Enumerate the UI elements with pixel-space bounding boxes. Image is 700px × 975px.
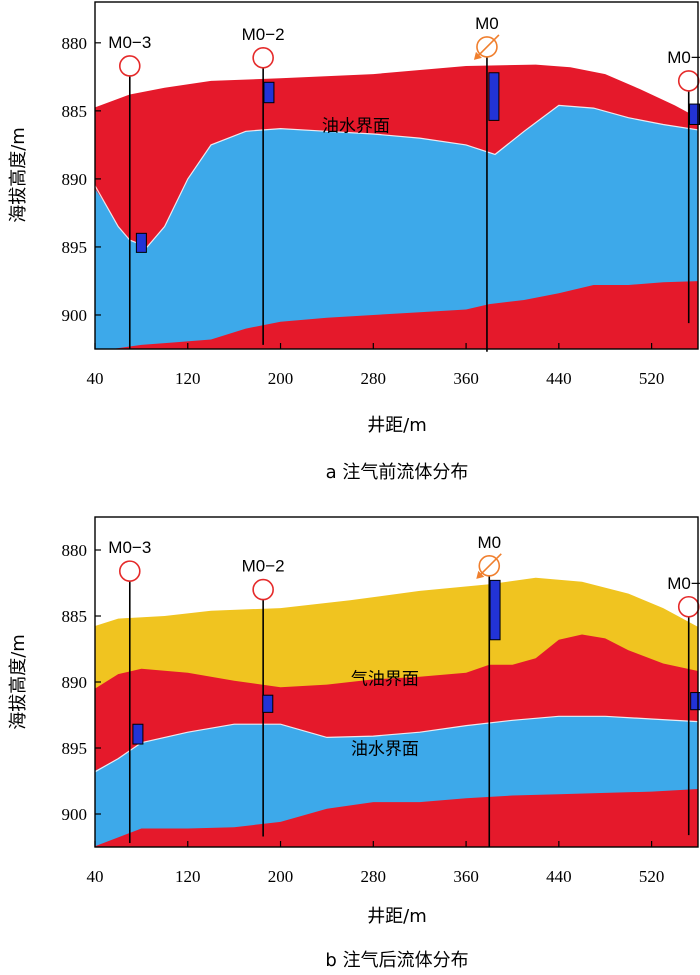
x-tick-label: 200 xyxy=(268,867,294,886)
well-M0-1-b: M0−1 xyxy=(667,574,700,836)
y-ticks-b: 880 885 890 895 900 xyxy=(62,541,101,824)
y-tick-label: 885 xyxy=(62,102,88,121)
x-tick-label: 440 xyxy=(546,369,572,388)
y-axis-title-a: 海拔高度/m xyxy=(8,127,29,223)
x-tick-label: 360 xyxy=(453,369,479,388)
well-M0-3-a: M0−3 xyxy=(108,33,151,349)
water-zone-a xyxy=(95,105,698,349)
x-tick-label: 520 xyxy=(639,867,665,886)
x-tick-label: 200 xyxy=(268,369,294,388)
x-tick-label: 40 xyxy=(87,867,104,886)
well-M0-a: M0 xyxy=(473,14,500,352)
well-M0-2-b: M0−2 xyxy=(242,557,285,837)
wells-b: M0−3 M0−2 M0 M0−1 xyxy=(108,533,700,847)
well-label: M0−2 xyxy=(242,25,285,44)
x-tick-label: 280 xyxy=(361,867,387,886)
well-label: M0 xyxy=(475,14,499,33)
x-tick-label: 120 xyxy=(175,369,201,388)
well-label: M0−1 xyxy=(667,48,700,67)
well-label: M0−2 xyxy=(242,557,285,576)
caption-a: a 注气前流体分布 xyxy=(326,462,469,483)
plot-frame-a xyxy=(94,1,699,350)
panel-a: M0−3 M0−2 M0 M0−1 油水界面 880 885 890 895 900 40 12… xyxy=(8,1,700,483)
interface-label-b-1: 油水界面 xyxy=(351,740,419,760)
perforation-interval xyxy=(135,232,147,253)
well-label: M0−3 xyxy=(108,33,151,52)
x-tick-label: 440 xyxy=(546,867,572,886)
x-ticks-b: 40 120 200 280 360 440 520 xyxy=(87,841,665,886)
y-tick-label: 895 xyxy=(62,238,88,257)
perforation-interval xyxy=(263,81,275,104)
well-label: M0−1 xyxy=(667,574,700,593)
producer-well-icon xyxy=(118,55,141,77)
arrow-head-icon xyxy=(473,51,482,60)
perforation-interval xyxy=(690,692,700,711)
interface-label-b-0: 气油界面 xyxy=(351,670,419,690)
oil-water-contact-line-a xyxy=(95,104,698,248)
y-tick-label: 890 xyxy=(62,673,88,692)
fluid-layers-a xyxy=(95,64,698,349)
well-M0-b: M0 xyxy=(476,533,502,847)
well-M0-2-a: M0−2 xyxy=(242,25,285,345)
x-tick-label: 120 xyxy=(175,867,201,886)
producer-well-icon xyxy=(252,46,274,69)
well-label: M0−3 xyxy=(108,538,151,557)
x-ticks-a: 40 120 200 280 360 440 520 xyxy=(87,343,665,388)
x-tick-label: 40 xyxy=(87,369,104,388)
annotations-a: 油水界面 xyxy=(322,116,390,136)
x-axis-title-b: 井距/m xyxy=(367,906,427,927)
producer-well-icon xyxy=(118,560,141,582)
oil-water-contact-line-b xyxy=(95,715,698,773)
wells-a: M0−3 M0−2 M0 M0−1 xyxy=(108,14,700,352)
y-tick-label: 900 xyxy=(62,805,88,824)
producer-well-icon xyxy=(677,595,700,618)
y-tick-label: 900 xyxy=(62,306,88,325)
y-ticks-a: 880 885 890 895 900 xyxy=(62,34,101,325)
y-tick-label: 880 xyxy=(62,541,88,560)
y-tick-label: 885 xyxy=(62,607,88,626)
x-tick-label: 520 xyxy=(639,369,665,388)
producer-well-icon xyxy=(252,578,274,601)
x-tick-label: 360 xyxy=(453,867,479,886)
injection-arrow-icon xyxy=(475,34,500,59)
y-tick-label: 880 xyxy=(62,34,88,53)
interface-label-a-0: 油水界面 xyxy=(322,116,390,136)
y-tick-label: 895 xyxy=(62,739,88,758)
perforation-interval xyxy=(262,694,274,713)
perforation-interval xyxy=(488,72,500,121)
y-axis-title-b: 海拔高度/m xyxy=(8,634,29,730)
caption-b: b 注气后流体分布 xyxy=(325,950,468,971)
y-tick-label: 890 xyxy=(62,170,88,189)
x-tick-label: 280 xyxy=(361,369,387,388)
x-axis-title-a: 井距/m xyxy=(367,415,427,436)
water-zone-b xyxy=(95,716,698,847)
perforation-interval xyxy=(489,579,501,641)
well-label: M0 xyxy=(477,533,501,552)
injection-arrow-icon xyxy=(477,553,502,578)
fluid-layers-b xyxy=(95,577,698,847)
producer-well-icon xyxy=(677,70,700,92)
well-M0-3-b: M0−3 xyxy=(108,538,151,844)
perforation-interval xyxy=(132,723,144,745)
arrow-head-icon xyxy=(476,570,485,579)
